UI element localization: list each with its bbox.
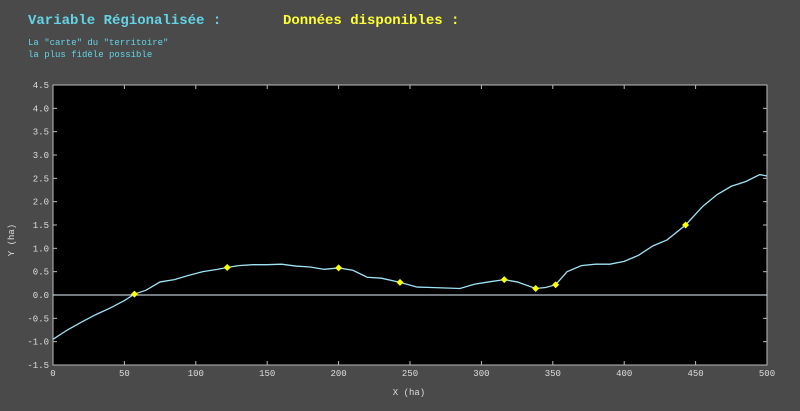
data-point <box>500 276 508 284</box>
y-tick-label: -0.5 <box>27 314 49 324</box>
y-tick-label: 4.0 <box>33 104 49 114</box>
y-tick-label: 2.5 <box>33 174 49 184</box>
x-tick-label: 200 <box>330 369 346 379</box>
subtitle: la plus fidèle possible <box>28 50 152 60</box>
x-tick-label: 450 <box>687 369 703 379</box>
y-tick-label: 0.0 <box>33 291 49 301</box>
data-line <box>52 173 768 340</box>
x-tick-label: 0 <box>50 369 55 379</box>
x-tick-label: 350 <box>545 369 561 379</box>
chart-title: Variable Régionalisée : <box>28 13 221 29</box>
y-tick-label: 4.5 <box>33 81 49 91</box>
data-point <box>552 281 560 289</box>
y-tick-label: 0.5 <box>33 268 49 278</box>
y-tick-label: -1.5 <box>27 361 49 371</box>
data-point <box>130 290 138 298</box>
data-point <box>223 263 231 271</box>
y-tick-label: 3.0 <box>33 151 49 161</box>
x-tick-label: 100 <box>188 369 204 379</box>
data-point <box>532 284 540 292</box>
subtitle: La "carte" du "territoire" <box>28 38 168 48</box>
x-tick-label: 250 <box>402 369 418 379</box>
data-point <box>335 264 343 272</box>
y-tick-label: 2.0 <box>33 198 49 208</box>
plot-area <box>52 84 768 366</box>
y-axis-label: Y (ha) <box>7 224 17 256</box>
x-tick-label: 300 <box>473 369 489 379</box>
y-tick-label: 3.5 <box>33 128 49 138</box>
data-point <box>396 278 404 286</box>
y-tick-label: 1.5 <box>33 221 49 231</box>
y-tick-label: -1.0 <box>27 338 49 348</box>
y-tick-label: 1.0 <box>33 244 49 254</box>
data-title: Données disponibles : <box>283 13 459 29</box>
x-tick-label: 50 <box>119 369 130 379</box>
x-axis-label: X (ha) <box>393 388 425 398</box>
data-point <box>682 221 690 229</box>
x-tick-label: 150 <box>259 369 275 379</box>
x-tick-label: 400 <box>616 369 632 379</box>
x-tick-label: 500 <box>759 369 775 379</box>
